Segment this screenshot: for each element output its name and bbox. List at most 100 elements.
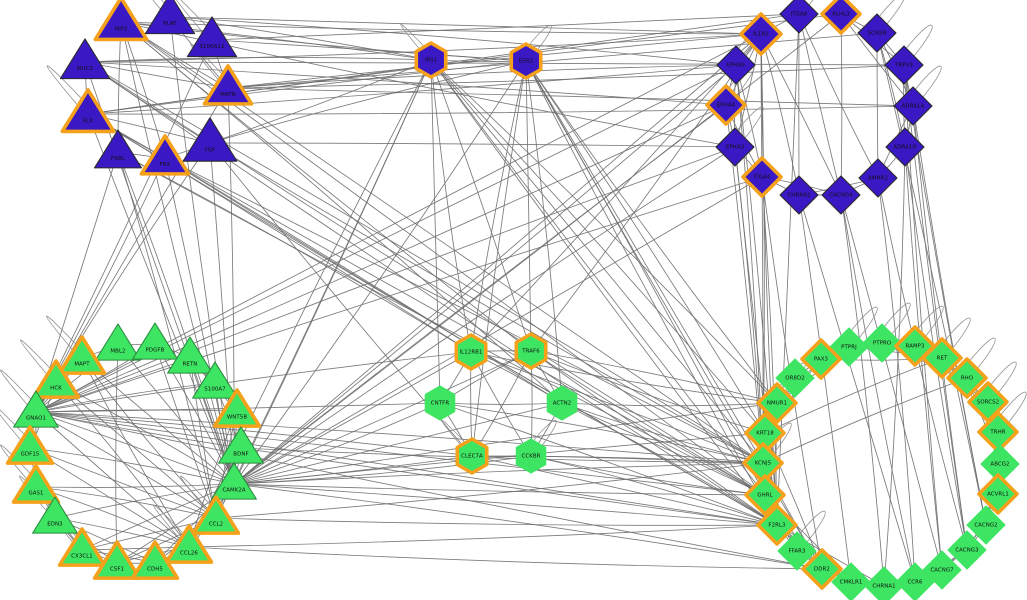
graph-node[interactable]: IRS1 xyxy=(414,41,448,79)
graph-node[interactable]: TRAF6 xyxy=(514,332,548,370)
node-shape-triangle[interactable] xyxy=(32,496,78,534)
graph-node[interactable]: KLHL3 xyxy=(820,0,862,35)
graph-node[interactable]: CNTFR xyxy=(424,385,456,421)
graph-node[interactable]: ITGA4 xyxy=(741,156,783,198)
graph-node[interactable]: ACTN2 xyxy=(546,385,578,421)
node-shape-diamond[interactable] xyxy=(966,505,1006,545)
node-layer[interactable]: MIP2PLATS100A12MUC2MATNFLXFGFFN8LFRXIRS1… xyxy=(5,0,1020,600)
node-shape-hexagon[interactable] xyxy=(454,333,488,371)
node-shape-diamond[interactable] xyxy=(775,358,815,398)
node-shape-diamond[interactable] xyxy=(893,86,933,126)
node-shape-triangle[interactable] xyxy=(92,540,142,580)
graph-node[interactable]: CLEC7A xyxy=(455,437,489,475)
node-shape-triangle[interactable] xyxy=(5,425,55,465)
node-shape-diamond[interactable] xyxy=(884,45,924,85)
edge xyxy=(87,113,766,496)
edge xyxy=(762,377,968,464)
node-shape-diamond[interactable] xyxy=(705,84,747,126)
node-shape-diamond[interactable] xyxy=(756,504,798,546)
graph-node[interactable]: MIP2 xyxy=(93,0,149,42)
node-shape-triangle[interactable] xyxy=(191,495,241,535)
node-shape-triangle[interactable] xyxy=(130,540,180,580)
edge xyxy=(35,382,216,413)
node-shape-hexagon[interactable] xyxy=(455,437,489,475)
node-shape-triangle[interactable] xyxy=(202,64,254,106)
node-shape-diamond[interactable] xyxy=(831,562,871,600)
node-shape-diamond[interactable] xyxy=(779,0,819,34)
node-shape-triangle[interactable] xyxy=(192,361,238,399)
self-loop-edge xyxy=(845,306,878,344)
node-shape-hexagon[interactable] xyxy=(546,385,578,421)
node-shape-diamond[interactable] xyxy=(922,550,962,590)
node-shape-triangle[interactable] xyxy=(182,117,238,162)
node-shape-triangle[interactable] xyxy=(95,323,141,361)
graph-node[interactable]: PLAT xyxy=(144,0,196,35)
node-shape-triangle[interactable] xyxy=(11,464,61,504)
node-shape-diamond[interactable] xyxy=(777,531,817,571)
node-shape-hexagon[interactable] xyxy=(509,42,543,80)
node-shape-triangle[interactable] xyxy=(59,38,111,80)
graph-node[interactable]: ESR2 xyxy=(509,42,543,80)
edge xyxy=(233,64,737,485)
node-shape-triangle[interactable] xyxy=(13,390,59,428)
node-shape-triangle[interactable] xyxy=(186,16,238,58)
node-shape-triangle[interactable] xyxy=(139,134,191,176)
node-shape-triangle[interactable] xyxy=(93,129,143,169)
edge xyxy=(525,60,778,404)
node-shape-diamond[interactable] xyxy=(864,566,904,600)
node-shape-hexagon[interactable] xyxy=(515,438,547,474)
graph-node[interactable]: CACNG4 xyxy=(821,175,861,215)
node-shape-triangle[interactable] xyxy=(60,88,116,134)
graph-node[interactable]: AMHR2 xyxy=(858,158,898,198)
node-shape-diamond[interactable] xyxy=(820,0,862,35)
node-shape-hexagon[interactable] xyxy=(514,332,548,370)
node-shape-diamond[interactable] xyxy=(800,338,842,380)
node-shape-triangle[interactable] xyxy=(31,359,81,399)
edge xyxy=(84,61,766,496)
node-shape-triangle[interactable] xyxy=(167,336,213,374)
graph-node[interactable]: IL12RB1 xyxy=(454,333,488,371)
graph-node[interactable]: ITGA8 xyxy=(779,0,819,34)
node-shape-diamond[interactable] xyxy=(977,473,1019,515)
node-shape-diamond[interactable] xyxy=(716,45,756,85)
node-shape-diamond[interactable] xyxy=(744,474,786,516)
edge xyxy=(227,87,235,485)
node-shape-triangle[interactable] xyxy=(93,0,149,42)
node-shape-diamond[interactable] xyxy=(821,175,861,215)
node-shape-diamond[interactable] xyxy=(947,530,987,570)
node-shape-diamond[interactable] xyxy=(921,337,963,379)
node-shape-diamond[interactable] xyxy=(885,127,925,167)
graph-node[interactable]: MUC2 xyxy=(59,38,111,80)
node-shape-triangle[interactable] xyxy=(212,388,262,428)
node-shape-diamond[interactable] xyxy=(858,158,898,198)
edge xyxy=(209,142,764,464)
edge xyxy=(525,60,766,434)
node-shape-diamond[interactable] xyxy=(946,357,988,399)
node-shape-diamond[interactable] xyxy=(857,13,897,53)
node-shape-hexagon[interactable] xyxy=(424,385,456,421)
node-shape-triangle[interactable] xyxy=(132,322,178,360)
node-shape-triangle[interactable] xyxy=(218,426,264,464)
node-shape-diamond[interactable] xyxy=(741,156,783,198)
edge xyxy=(35,39,213,413)
node-shape-diamond[interactable] xyxy=(739,12,783,56)
node-shape-diamond[interactable] xyxy=(862,323,902,363)
edge xyxy=(470,351,778,404)
node-shape-triangle[interactable] xyxy=(57,527,107,567)
graph-node[interactable]: MBL2 xyxy=(95,323,141,361)
node-shape-diamond[interactable] xyxy=(715,127,755,167)
edge xyxy=(430,59,778,404)
node-shape-diamond[interactable] xyxy=(779,175,819,215)
graph-node[interactable]: IL1R2 xyxy=(739,12,783,56)
node-shape-triangle[interactable] xyxy=(57,335,107,375)
node-shape-hexagon[interactable] xyxy=(414,41,448,79)
node-shape-triangle[interactable] xyxy=(164,524,214,564)
node-shape-triangle[interactable] xyxy=(211,462,257,500)
node-shape-diamond[interactable] xyxy=(801,548,843,590)
node-shape-diamond[interactable] xyxy=(756,382,798,424)
edge xyxy=(240,447,778,526)
node-shape-triangle[interactable] xyxy=(144,0,196,35)
node-shape-diamond[interactable] xyxy=(895,562,935,600)
